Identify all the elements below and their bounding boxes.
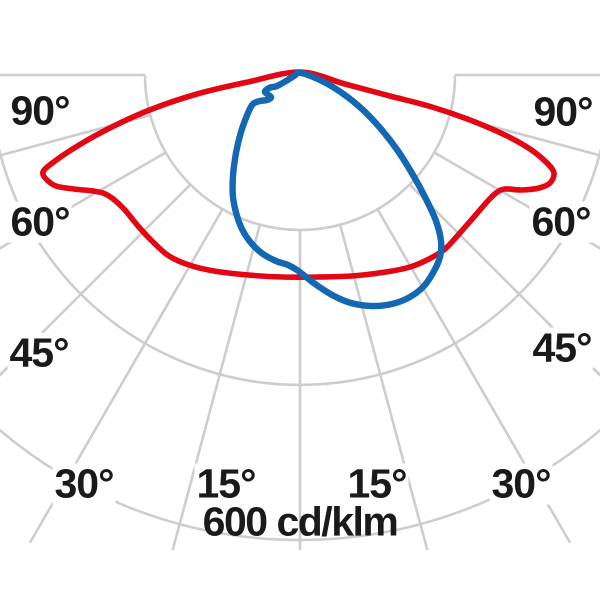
grid-radial-right-60: [433, 151, 600, 250]
grid-ring-200: [143, 74, 457, 232]
angle-label-right-45: 45°: [530, 324, 594, 371]
angle-label-left-15: 15°: [194, 460, 258, 507]
angle-label-right-30: 30°: [489, 460, 553, 507]
unit-label-cd-klm: 600 cd/klm: [202, 498, 399, 545]
angle-label-right-15: 15°: [345, 460, 409, 507]
angle-label-left-45: 45°: [7, 329, 71, 376]
angle-label-left-60: 60°: [8, 198, 72, 245]
blue_curve: [229, 69, 445, 310]
angle-label-right-60: 60°: [529, 198, 593, 245]
grid-radial-left-60: [0, 151, 167, 250]
grid-radial-left-75: [0, 113, 151, 157]
grid-radial-right-75: [449, 113, 600, 157]
angle-label-left-90: 90°: [8, 87, 72, 134]
grid-radial-left-15: [171, 224, 262, 550]
angle-label-right-90: 90°: [531, 88, 595, 135]
red_curve: [40, 69, 557, 280]
angle-label-left-30: 30°: [52, 460, 116, 507]
grid-radial-right-15: [338, 224, 429, 550]
grid-radial-right-45: [408, 183, 600, 377]
